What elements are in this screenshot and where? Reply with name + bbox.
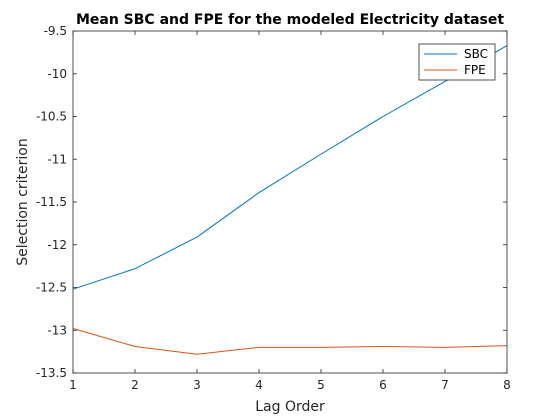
y-tick-label: -13.5 [36,366,67,380]
legend: SBC FPE [418,43,496,81]
x-tick-label: 7 [441,378,449,392]
legend-box [418,43,496,81]
y-axis-label: Selection criterion [15,138,31,266]
legend-label: SBC [464,47,488,61]
y-tick-label: -11 [47,152,67,166]
ticks-layer: 1 2 3 4 5 6 7 8 -9.5 -10 -10.5 -11 -11.5 -12 -12.5 -13 -… [36,24,511,392]
chart-title: Mean SBC and FPE for the modeled Electri… [76,12,504,28]
x-tick-label: 8 [503,378,511,392]
series-layer [72,45,508,355]
y-tick-label: -9.5 [44,24,67,38]
x-axis-label: Lag Order [255,399,325,415]
y-tick-label: -12.5 [36,281,67,295]
y-tick-label: -10.5 [36,110,67,124]
x-tick-label: 5 [317,378,325,392]
series-line-fpe [72,328,508,355]
y-tick-label: -13 [47,323,67,337]
y-tick-label: -10 [47,67,67,81]
y-tick-label: -11.5 [36,195,67,209]
series-line-sbc [72,45,508,290]
y-tick-label: -12 [47,238,67,252]
legend-label: FPE [464,63,486,77]
plot-area [73,31,507,373]
x-tick-label: 1 [69,378,77,392]
x-tick-label: 4 [255,378,263,392]
x-tick-label: 6 [379,378,387,392]
x-tick-label: 2 [131,378,139,392]
x-tick-label: 3 [193,378,201,392]
